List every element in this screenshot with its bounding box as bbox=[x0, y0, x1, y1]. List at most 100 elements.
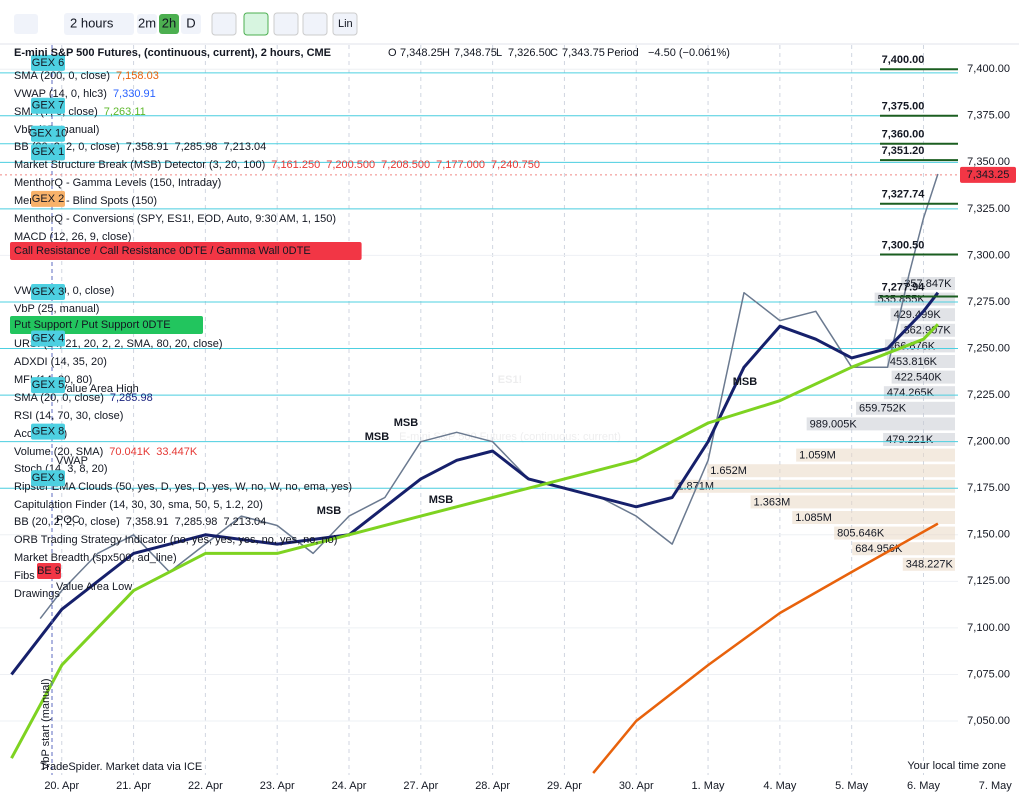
volume-profile-bar bbox=[852, 542, 955, 556]
indicator-legend: Drawings bbox=[14, 588, 60, 600]
indicator-legend: MenthorQ - Gamma Levels (150, Intraday) bbox=[14, 177, 221, 189]
draw-button[interactable] bbox=[243, 12, 269, 36]
y-tick-label: 7,350.00 bbox=[967, 156, 1010, 168]
annotation: Value Area High bbox=[60, 383, 139, 395]
crosshair-button[interactable] bbox=[302, 12, 328, 36]
indicator-legend: Capitulation Finder (14, 30, 30, sma, 50… bbox=[14, 499, 263, 511]
scale-button[interactable] bbox=[332, 12, 358, 36]
indicator-value: 7,285.98 bbox=[110, 392, 153, 404]
interval-buttons: 2m 2h D bbox=[137, 14, 201, 34]
settings-button[interactable] bbox=[211, 12, 237, 36]
indicator-value: 7,208.500 bbox=[381, 159, 430, 171]
indicator-name: SMA (20, 0, close) bbox=[14, 392, 104, 404]
indicator-value: 7,285.98 bbox=[175, 141, 218, 153]
level-label: 7,300.50 bbox=[882, 239, 925, 251]
indicator-value: 7,213.04 bbox=[223, 141, 266, 153]
y-tick-label: 7,175.00 bbox=[967, 482, 1010, 494]
level-label: 7,277.94 bbox=[882, 281, 926, 293]
gex-tag bbox=[31, 190, 65, 207]
interval-button-label[interactable]: 2h bbox=[162, 15, 176, 30]
volume-profile-bar bbox=[856, 401, 955, 415]
indicator-name: MenthorQ - Gamma Levels (150, Intraday) bbox=[14, 177, 221, 189]
indicator-value: 7,240.750 bbox=[491, 159, 540, 171]
gex-tag-label: GEX 6 bbox=[32, 57, 64, 69]
volume-profile-bar bbox=[674, 479, 955, 493]
ohlc-key: L bbox=[496, 47, 502, 59]
indicator-value: 7,161.250 bbox=[271, 159, 320, 171]
ohlc-value: 7,348.75 bbox=[454, 47, 497, 59]
y-tick-label: 7,300.00 bbox=[967, 249, 1010, 261]
volume-profile-bar bbox=[883, 386, 955, 400]
interval-button-label[interactable]: 2m bbox=[138, 15, 156, 30]
indicator-value: 7,158.03 bbox=[116, 70, 159, 82]
indicator-value: 7,358.91 bbox=[126, 141, 169, 153]
ohlc-key: C bbox=[550, 47, 558, 59]
level-label: 7,351.20 bbox=[882, 145, 925, 157]
x-tick-label: 5. May bbox=[835, 780, 869, 792]
interval-button[interactable] bbox=[181, 14, 201, 34]
level-banner bbox=[10, 242, 362, 260]
volume-profile-label: 1.085M bbox=[795, 512, 832, 524]
indicator-value: 7,330.91 bbox=[113, 88, 156, 100]
indicator-name: BB (20, 2, 2, 0, close) bbox=[14, 516, 120, 528]
gex-tag bbox=[31, 423, 65, 440]
gex-tag-label: GEX 7 bbox=[32, 100, 64, 112]
ohlc-key: O bbox=[388, 47, 397, 59]
volume-profile-label: 1.059M bbox=[799, 450, 836, 462]
ohlc-value: 7,326.50 bbox=[508, 47, 551, 59]
gex-tag-label: GEX 10 bbox=[29, 128, 68, 140]
volume-profile-bar bbox=[750, 495, 955, 509]
indicator-value: 7,358.91 bbox=[126, 516, 169, 528]
y-tick-label: 7,050.00 bbox=[967, 715, 1010, 727]
ohlc: O 7,348.25 H 7,348.75 L 7,326.50 C 7,343.75 bbox=[388, 47, 605, 59]
msb-label: MSB bbox=[317, 505, 342, 517]
indicator-value: 33.447K bbox=[156, 446, 198, 458]
indicator-name: VWAP (14, 0, hlc3) bbox=[14, 88, 107, 100]
clock-button[interactable] bbox=[273, 12, 299, 36]
interval-button[interactable] bbox=[159, 14, 179, 34]
y-tick-label: 7,100.00 bbox=[967, 622, 1010, 634]
msb-label: MSB bbox=[365, 431, 390, 443]
indicator-value: 7,263.11 bbox=[104, 106, 146, 118]
volume-profile-label: 659.752K bbox=[859, 403, 907, 415]
gex-tag-label: GEX 3 bbox=[32, 286, 64, 298]
indicator-legend: MenthorQ - Conversions (SPY, ES1!, EOD, … bbox=[14, 213, 336, 225]
indicator-name: MenthorQ - Conversions (SPY, ES1!, EOD, … bbox=[14, 213, 336, 225]
volume-profile-label: 1.363M bbox=[754, 496, 791, 508]
indicator-name: Capitulation Finder (14, 30, 30, sma, 50… bbox=[14, 499, 263, 511]
gex-tag-label: GEX 9 bbox=[32, 472, 64, 484]
interval-label[interactable]: 2 hours bbox=[70, 15, 114, 30]
be-tag bbox=[37, 563, 61, 579]
volume-profile-bar bbox=[901, 277, 955, 290]
watermark: ES1! bbox=[498, 374, 522, 386]
indicator-name: ORB Trading Strategy Indicator (no, yes,… bbox=[14, 534, 337, 546]
indicator-legend: ORB Trading Strategy Indicator (no, yes,… bbox=[14, 534, 337, 546]
annotation: Value Area Low bbox=[56, 581, 132, 593]
chart-style-button[interactable] bbox=[14, 14, 38, 34]
indicator-name: VbP (25, manual) bbox=[14, 303, 99, 315]
scale-label[interactable]: Lin bbox=[338, 18, 353, 30]
interval-select[interactable] bbox=[64, 13, 134, 35]
volume-profile-label: 453.816K bbox=[890, 356, 938, 368]
interval-button[interactable] bbox=[137, 14, 157, 34]
indicator-name: Call Resistance / Call Resistance 0DTE /… bbox=[14, 245, 311, 257]
msb-label: MSB bbox=[733, 376, 758, 388]
indicator-name: URSI (14, 21, 20, 2, 2, SMA, 80, 20, clo… bbox=[14, 338, 223, 350]
interval-button-label[interactable]: D bbox=[186, 15, 195, 30]
volume-profile-label: 357.847K bbox=[904, 278, 952, 290]
y-tick-label: 7,225.00 bbox=[967, 389, 1010, 401]
period-label: Period bbox=[607, 47, 639, 59]
level-banner bbox=[10, 316, 203, 334]
series-line bbox=[10, 323, 939, 759]
chart-title: E-mini S&P 500 Futures, (continuous, cur… bbox=[14, 47, 331, 59]
watermark-subtitle: E-mini S&P 500 Futures (continuous: curr… bbox=[399, 431, 621, 443]
indicator-value: 70.041K bbox=[109, 446, 151, 458]
x-tick-label: 24. Apr bbox=[332, 780, 367, 792]
gex-tag bbox=[31, 470, 65, 487]
indicator-legend: URSI (14, 21, 20, 2, 2, SMA, 80, 20, clo… bbox=[14, 338, 223, 350]
indicator-legend: Volume (20, SMA) 70.041K 33.447K bbox=[14, 446, 198, 458]
y-tick-label: 7,375.00 bbox=[967, 110, 1010, 122]
gex-tag bbox=[31, 97, 65, 114]
series-line bbox=[39, 173, 939, 620]
indicator-legend: VWAP (14, 0, hlc3) 7,330.91 bbox=[14, 88, 156, 100]
